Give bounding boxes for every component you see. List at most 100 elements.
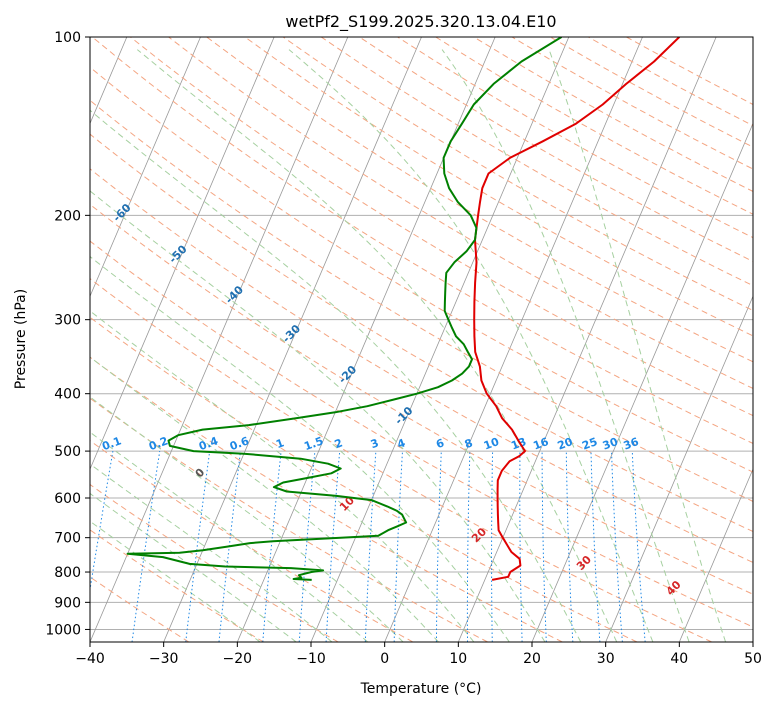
isotherm-label: -70: [55, 159, 78, 182]
dry-adiabat-line: [90, 316, 638, 642]
dry-adiabat-line: [90, 133, 753, 533]
mixing-ratio-label: 1.5: [302, 434, 325, 453]
mixing-ratio-line: [491, 451, 494, 642]
mixing-ratio-line: [611, 451, 623, 642]
y-tick-label: 1000: [45, 622, 81, 638]
dry-adiabat-line: [588, 37, 753, 127]
mixing-ratio-label: 0.4: [197, 434, 220, 453]
moist-adiabat-line: [441, 49, 690, 642]
x-tick-label: −10: [296, 651, 326, 667]
dry-adiabat-line: [90, 240, 753, 628]
mixing-ratio-line: [590, 451, 601, 642]
moist-adiabat-line: [90, 356, 439, 642]
moist-adiabat-label: 0: [193, 466, 208, 481]
x-tick-label: 0: [380, 651, 389, 667]
mixing-ratio-label: 4: [395, 436, 407, 451]
mixing-ratio-label: 0.6: [228, 434, 251, 453]
mixing-ratio-label: 30: [601, 435, 620, 453]
isotherm-line: [90, 37, 201, 298]
isotherm-line: [163, 37, 422, 642]
mixing-ratio-line: [565, 451, 574, 642]
mixing-ratio-label: 36: [622, 435, 641, 453]
mixing-ratio-label: 3: [369, 436, 381, 451]
dry-adiabat-line: [90, 483, 339, 642]
dry-adiabat-line: [130, 37, 753, 417]
moist-adiabat-label: 20: [469, 525, 489, 545]
moist-adiabat-line: [90, 310, 475, 642]
x-tick-label: 40: [670, 651, 688, 667]
dry-adiabat-line: [90, 168, 753, 563]
mixing-ratio-label: 10: [482, 435, 501, 453]
isotherm-line: [90, 37, 349, 642]
x-tick-label: 50: [744, 651, 762, 667]
y-tick-label: 400: [54, 387, 81, 403]
isotherm-line: [457, 37, 717, 642]
isotherm-label: -80: [0, 122, 20, 145]
moist-adiabat-line: [90, 396, 404, 642]
moist-adiabat-line: [90, 520, 261, 642]
isotherm-line: [605, 295, 753, 642]
mixing-ratio-line: [631, 451, 646, 642]
moist-adiabat-line: [90, 109, 582, 642]
moist-adiabat-label: 40: [664, 578, 684, 598]
dry-adiabat-line: [282, 37, 753, 312]
y-tick-label: 700: [54, 531, 81, 547]
dry-adiabat-line: [90, 529, 264, 642]
moist-adiabat-line: [548, 49, 727, 642]
mixing-ratio-line: [519, 451, 523, 642]
mixing-ratio-line: [131, 451, 161, 642]
dry-adiabat-line: [90, 440, 414, 642]
mixing-ratio-label: 1: [274, 436, 286, 451]
mixing-ratio-line: [185, 451, 211, 642]
mixing-ratio-label: 6: [434, 436, 446, 451]
isotherm-label: -60: [110, 201, 133, 224]
isotherm-line: [384, 37, 643, 642]
x-tick-label: −30: [149, 651, 179, 667]
moist-adiabat-line: [90, 463, 333, 642]
isotherm-label: -10: [392, 404, 415, 427]
dry-adiabat-line: [90, 356, 563, 642]
dry-adiabat-line: [168, 37, 753, 389]
dewpoint-profile-line: [126, 37, 563, 581]
mixing-ratio-label: 0.2: [147, 434, 170, 453]
x-tick-label: −20: [223, 651, 253, 667]
y-tick-label: 500: [54, 444, 81, 460]
mixing-ratio-label: 25: [580, 435, 599, 452]
mixing-ratio-line: [90, 451, 114, 593]
y-tick-label: 200: [54, 208, 81, 224]
mixing-ratio-label: 2: [333, 436, 345, 451]
dry-adiabat-line: [435, 37, 753, 215]
moist-adiabat-line: [90, 492, 297, 642]
dry-adiabat-line: [244, 37, 753, 337]
mixing-ratio-label: 16: [531, 435, 550, 453]
x-tick-label: 10: [449, 651, 467, 667]
isotherm-label: -40: [223, 283, 246, 306]
moist-adiabat-line: [136, 49, 618, 642]
x-tick-label: 20: [523, 651, 541, 667]
dry-adiabat-line: [90, 99, 753, 502]
mixing-ratio-line: [435, 451, 442, 642]
isotherm-label: -50: [166, 242, 189, 265]
isotherm-label: -20: [336, 363, 359, 386]
mixing-ratio-line: [262, 451, 282, 642]
y-tick-label: 600: [54, 491, 81, 507]
mixing-ratio-label: 20: [556, 435, 575, 453]
dry-adiabat-line: [90, 278, 712, 642]
y-tick-label: 800: [54, 565, 81, 581]
isotherm-line: [531, 122, 753, 642]
x-tick-label: 30: [597, 651, 615, 667]
chart-title: wetPf2_S199.2025.320.13.04.E10: [285, 12, 556, 32]
y-axis-label: Pressure (hPa): [13, 289, 29, 389]
mixing-ratio-line: [466, 451, 471, 642]
moist-adiabat-line: [90, 190, 546, 642]
isotherm-line: [90, 37, 275, 471]
y-tick-label: 100: [54, 30, 81, 46]
y-tick-label: 900: [54, 595, 81, 611]
isotherm-line: [752, 640, 753, 642]
y-tick-label: 300: [54, 313, 81, 329]
dry-adiabat-line: [91, 37, 753, 445]
dry-adiabat-line: [511, 37, 753, 170]
dry-adiabat-line: [90, 203, 753, 595]
dry-adiabat-line: [90, 397, 488, 642]
